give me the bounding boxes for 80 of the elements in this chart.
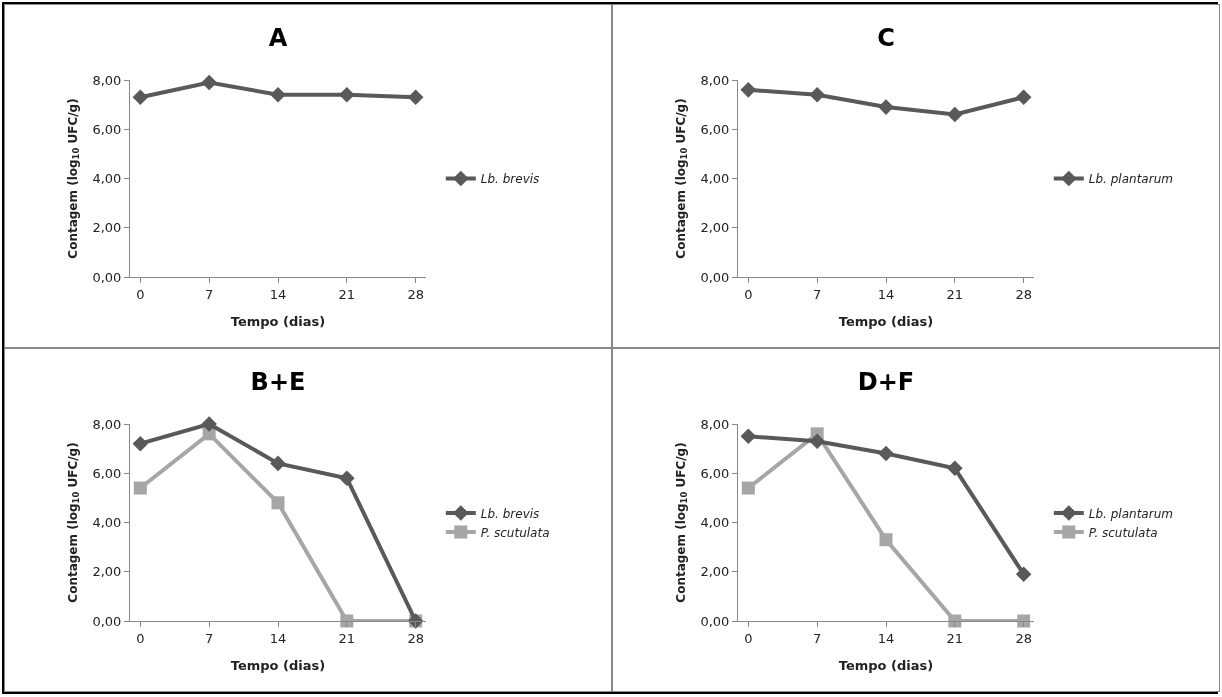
y-tick-label: 0,00 [92,613,122,629]
y-tick-label: 4,00 [700,171,730,187]
x-tick-label: 28 [1015,286,1032,302]
point [339,86,355,103]
point [809,86,825,103]
y-tick-label: 6,00 [700,121,730,137]
point [947,106,963,123]
chart-title: D+F [857,367,915,396]
point [1015,566,1032,583]
point [1017,614,1031,628]
point [948,614,962,628]
point [878,445,894,462]
x-tick-label: 21 [946,286,964,302]
point [740,428,757,445]
x-tick-label: 14 [877,630,895,646]
y-tick-label: 8,00 [700,72,730,88]
x-axis-title: Tempo (dias) [230,658,326,673]
y-tick-label: 8,00 [700,416,730,432]
x-tick-label: 14 [269,286,287,302]
legend-label: P. scutulata [480,525,550,540]
x-tick-label: 0 [744,630,753,646]
chart-title: C [877,23,895,52]
x-tick-label: 21 [946,630,964,646]
point [740,82,757,98]
chart-title: A [268,23,288,52]
y-tick-label: 6,00 [92,465,122,481]
legend-label: P. scutulata [1088,525,1158,540]
x-tick-label: 14 [877,286,895,302]
point [340,614,354,628]
x-tick-label: 7 [813,286,822,302]
x-tick-label: 0 [136,286,145,302]
point [132,435,149,452]
legend-label: Lb. plantarum [1088,506,1173,521]
y-tick-label: 4,00 [700,515,730,531]
legend-label: Lb. brevis [480,172,540,187]
x-axis-title: Tempo (dias) [838,658,934,673]
point [1015,89,1032,106]
point [270,86,286,103]
x-tick-label: 21 [338,630,356,646]
point [201,416,217,432]
point [270,455,286,472]
x-tick-label: 14 [269,630,287,646]
x-tick-label: 7 [205,286,214,302]
x-tick-label: 28 [1015,630,1032,646]
y-tick-label: 8,00 [92,416,122,432]
y-tick-label: 4,00 [92,171,122,187]
chart-title: B+E [250,367,306,396]
x-tick-label: 21 [338,286,356,302]
point [201,74,217,91]
x-axis-title: Tempo (dias) [230,314,326,329]
point [132,89,149,106]
point [809,433,825,450]
y-tick-label: 8,00 [92,72,122,88]
y-tick-label: 0,00 [92,269,122,285]
point [339,470,355,486]
x-tick-label: 28 [407,286,424,302]
y-tick-label: 2,00 [700,220,730,236]
point [133,481,147,495]
x-tick-label: 0 [136,630,145,646]
y-tick-label: 4,00 [92,515,122,531]
x-tick-label: 0 [744,286,753,302]
y-tick-label: 2,00 [92,220,122,236]
legend-label: Lb. plantarum [1088,172,1173,187]
y-tick-label: 2,00 [92,564,122,580]
y-tick-label: 0,00 [700,613,730,629]
point [947,460,963,477]
point [271,496,285,510]
y-tick-label: 0,00 [700,269,730,285]
x-tick-label: 28 [407,630,424,646]
point [879,533,893,547]
x-tick-label: 7 [813,630,822,646]
y-tick-label: 6,00 [92,121,122,137]
point [407,89,424,106]
legend-label: Lb. brevis [480,506,540,521]
point [741,481,755,495]
x-tick-label: 7 [205,630,214,646]
point [878,99,894,115]
y-tick-label: 6,00 [700,465,730,481]
y-tick-label: 2,00 [700,564,730,580]
x-axis-title: Tempo (dias) [838,314,934,329]
